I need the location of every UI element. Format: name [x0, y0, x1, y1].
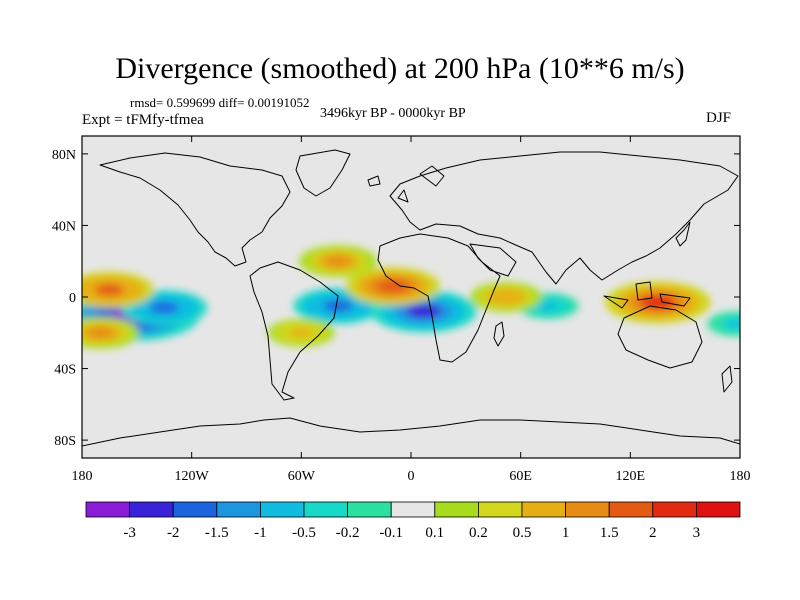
experiment-label: Expt = tFMfy-tfmea: [82, 112, 204, 128]
colorbar-swatch: [347, 501, 392, 518]
colorbar-swatch: [172, 501, 218, 518]
colorbar-swatch: [477, 501, 523, 518]
lat-tick-label: 80S: [54, 434, 76, 449]
field-contour: [322, 299, 353, 313]
colorbar-label: -3: [123, 525, 136, 541]
field-contour: [149, 301, 179, 314]
colorbar-label: 0.1: [425, 525, 444, 541]
field-contour: [405, 304, 442, 319]
colorbar-label: -2: [167, 525, 180, 541]
colorbar-swatch: [303, 501, 348, 518]
colorbar-swatch: [216, 501, 261, 518]
field-contour: [324, 255, 352, 267]
colorbar-label: -0.5: [292, 525, 316, 541]
lon-tick-label: 120E: [616, 469, 646, 484]
colorbar-label: 2: [649, 525, 657, 541]
season-label: DJF: [706, 110, 732, 126]
field-contour: [726, 319, 740, 329]
period-label: 3496kyr BP - 0000kyr BP: [320, 106, 466, 121]
colorbar-label: -0.1: [379, 525, 403, 541]
stats-label: rmsd= 0.599699 diff= 0.00191052: [130, 95, 310, 110]
field-contour: [290, 328, 313, 338]
colorbar-swatch: [259, 501, 305, 518]
colorbar-swatch: [608, 501, 654, 518]
field-contour: [493, 291, 519, 303]
colorbar-label: -0.2: [336, 525, 360, 541]
lat-tick-label: 0: [69, 291, 76, 306]
lat-axis: 80N 40N 0 40S 80S: [52, 148, 76, 449]
colorbar-swatch: [390, 501, 436, 518]
lon-tick-label: 60W: [288, 469, 316, 484]
colorbar-swatch: [521, 501, 566, 518]
coastlines: [82, 149, 740, 447]
lon-tick-label: 60E: [509, 469, 532, 484]
colorbar-swatch: [85, 501, 130, 518]
field-contour: [94, 283, 125, 296]
colorbar-swatch: [565, 501, 610, 518]
lat-tick-label: 80N: [52, 148, 76, 163]
divergence-fields: [82, 245, 740, 349]
colorbar-swatch: [652, 501, 697, 518]
colorbar-label: -1: [254, 525, 267, 541]
colorbar-swatch: [434, 501, 479, 518]
colorbar-label: 3: [693, 525, 701, 541]
field-contour: [537, 301, 559, 311]
colorbar-label: 0.5: [513, 525, 532, 541]
colorbar-label: -1.5: [205, 525, 229, 541]
colorbar-swatch: [696, 501, 741, 518]
lon-tick-label: 180: [730, 469, 751, 484]
lon-tick-label: 120W: [175, 469, 210, 484]
field-contour: [376, 279, 409, 293]
colorbar-label: 1: [562, 525, 570, 541]
colorbar-label: 0.2: [469, 525, 488, 541]
field-contour: [87, 327, 114, 339]
colorbar-labels: -3 -2 -1.5 -1 -0.5 -0.2 -0.1 0.1 0.2 0.5 1 1.5 2 3: [123, 525, 700, 541]
lon-tick-label: 0: [408, 469, 415, 484]
colorbar-label: 1.5: [600, 525, 619, 541]
lat-tick-label: 40N: [52, 219, 76, 234]
lon-axis: 180 120W 60W 0 60E 120E 180: [72, 469, 751, 484]
colorbar: [85, 501, 741, 518]
map-title: Divergence (smoothed) at 200 hPa (10**6 …: [115, 52, 685, 85]
lon-tick-label: 180: [72, 469, 93, 484]
colorbar-swatch: [129, 501, 174, 518]
axis-ticks: [81, 136, 741, 458]
lat-tick-label: 40S: [54, 363, 76, 378]
